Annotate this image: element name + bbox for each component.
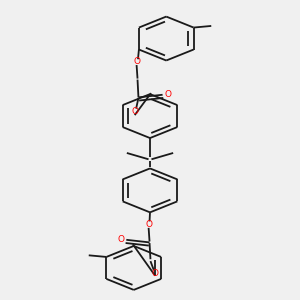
Text: O: O [152, 268, 159, 278]
Text: O: O [131, 107, 138, 116]
Text: O: O [117, 235, 124, 244]
Text: O: O [165, 90, 172, 99]
Text: O: O [145, 220, 152, 229]
Text: O: O [133, 57, 140, 66]
